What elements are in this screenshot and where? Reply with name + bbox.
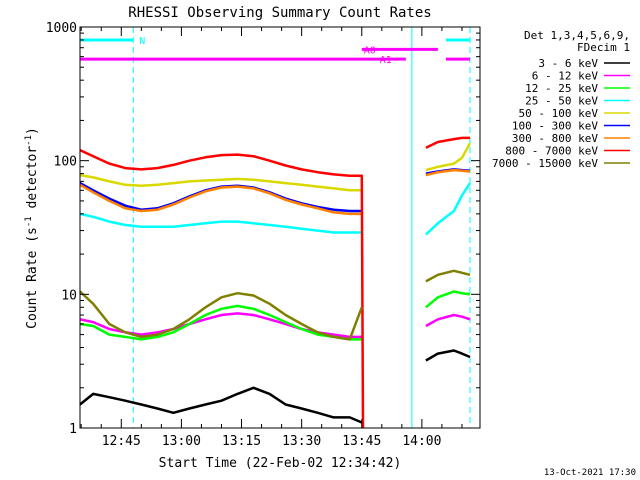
chart-title: RHESSI Observing Summary Count Rates — [128, 5, 431, 21]
legend-label: 7000 - 15000 keV — [492, 157, 598, 170]
series-line-300-800kev-1 — [425, 168, 471, 177]
plot-frame — [79, 26, 481, 429]
legend-header-line: Det 1,3,4,5,6,9, — [524, 29, 630, 42]
series-line-7000-15000kev-0 — [79, 290, 363, 341]
series-line-6-12kev-1 — [425, 313, 471, 328]
legend-label: 6 - 12 keV — [532, 70, 599, 83]
legend-label: 100 - 300 keV — [512, 120, 598, 133]
flag-label-a0: A0 — [364, 45, 376, 56]
series-line-800-7000kev-0 — [79, 148, 365, 429]
x-tick-label: 13:00 — [162, 434, 201, 449]
legend-label: 12 - 25 keV — [525, 82, 598, 95]
series-line-25-50kev-1 — [425, 182, 472, 236]
series-line-25-50kev-0 — [79, 212, 362, 234]
x-tick-label: 13:15 — [222, 434, 261, 449]
legend-label: 25 - 50 keV — [525, 95, 598, 108]
series-line-800-7000kev-1 — [425, 136, 470, 149]
x-tick-label: 14:00 — [402, 434, 441, 449]
y-tick-label: 10 — [61, 288, 77, 303]
plot-area — [79, 136, 472, 429]
legend-label: 3 - 6 keV — [538, 57, 598, 70]
x-tick-label: 12:45 — [102, 434, 141, 449]
x-axis-label: Start Time (22-Feb-02 12:34:42) — [159, 456, 402, 471]
legend-label: 300 - 800 keV — [512, 132, 598, 145]
series-line-3-6kev-1 — [425, 349, 471, 362]
legend-header-line: FDecim 1 — [577, 41, 630, 54]
series-line-50-100kev-0 — [79, 173, 362, 192]
series-line-50-100kev-1 — [425, 142, 472, 172]
series-line-300-800kev-0 — [79, 183, 362, 216]
series-line-12-25kev-1 — [425, 290, 471, 309]
y-tick-label: 1 — [69, 422, 77, 437]
y-tick-label: 1000 — [46, 21, 77, 36]
y-tick-label: 100 — [54, 155, 77, 170]
y-axis-label: Count Rate (s-1 detector-1) — [24, 127, 40, 329]
footer-timestamp: 13-Oct-2021 17:30 — [544, 468, 636, 478]
x-tick-label: 13:45 — [342, 434, 381, 449]
axes: 1 10 100 1000 12:45 13:00 13:15 13:30 13:45 14:00 — [46, 21, 481, 449]
flag-label-n: N — [139, 36, 145, 47]
series-line-3-6kev-0 — [79, 386, 363, 424]
flag-label-a1: A1 — [380, 55, 392, 66]
series-line-7000-15000kev-1 — [425, 269, 471, 283]
legend-label: 50 - 100 keV — [519, 107, 599, 120]
legend-label: 800 - 7000 keV — [505, 145, 598, 158]
series-line-12-25kev-0 — [79, 304, 362, 341]
x-tick-label: 13:30 — [282, 434, 321, 449]
